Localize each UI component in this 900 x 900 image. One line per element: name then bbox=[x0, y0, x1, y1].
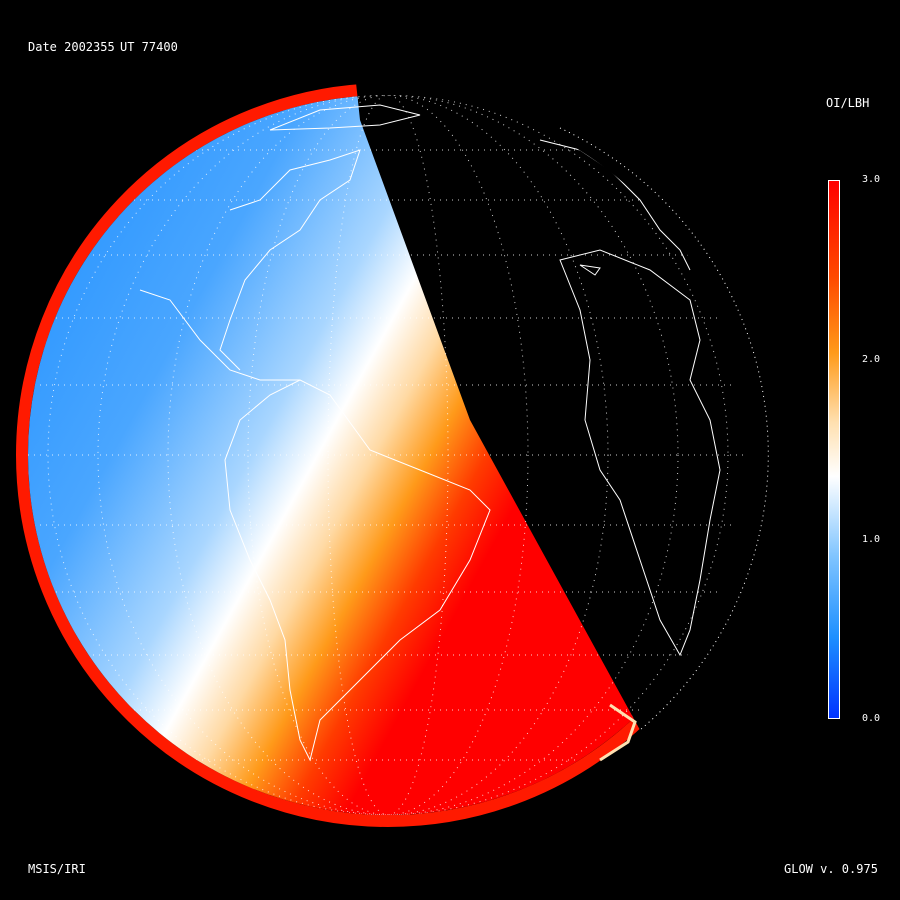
colorbar-title: OI/LBH bbox=[826, 96, 870, 110]
nightside-outline bbox=[559, 127, 769, 731]
model-label: MSIS/IRI bbox=[28, 862, 86, 876]
colorbar-tick-2: 2.0 bbox=[862, 354, 881, 365]
version-label: GLOW v. 0.975 bbox=[784, 862, 878, 876]
terminator-edge bbox=[599, 703, 637, 762]
colorbar-tick-0: 0.0 bbox=[862, 713, 881, 724]
colorbar-tick-3: 3.0 bbox=[862, 174, 881, 185]
ut-label: UT 77400 bbox=[120, 40, 178, 54]
date-label: Date 2002355 bbox=[28, 40, 115, 54]
colorbar-tick-1: 1.0 bbox=[862, 534, 881, 545]
colorbar bbox=[828, 180, 840, 719]
coastlines bbox=[139, 104, 721, 762]
graticule bbox=[28, 95, 748, 815]
